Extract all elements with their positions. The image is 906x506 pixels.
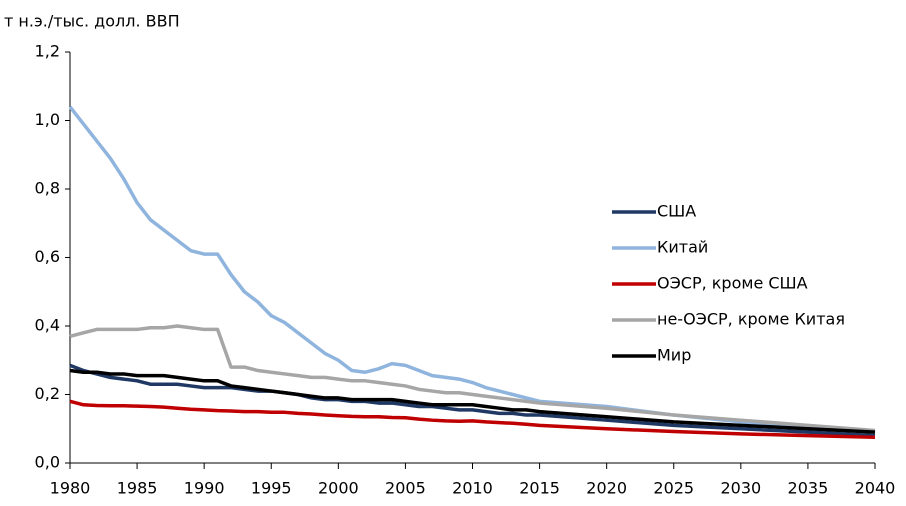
y-tick-label: 0,6	[35, 247, 60, 266]
y-tick-label: 0,4	[35, 316, 60, 335]
legend-label: ОЭСР, кроме США	[657, 274, 808, 293]
y-tick-label: 1,2	[35, 42, 60, 61]
y-tick-label: 0,8	[35, 179, 60, 198]
x-tick-label: 2025	[653, 479, 694, 498]
y-axis-label: т н.э./тыс. долл. ВВП	[4, 12, 180, 31]
x-tick-label: 2005	[385, 479, 426, 498]
x-tick-label: 2000	[318, 479, 359, 498]
x-tick-label: 1990	[184, 479, 225, 498]
legend-label: США	[657, 202, 696, 221]
x-tick-label: 1985	[117, 479, 158, 498]
legend-label: Мир	[657, 346, 691, 365]
y-tick-label: 1,0	[35, 110, 60, 129]
series-line	[69, 368, 876, 434]
legend-label: Китай	[657, 238, 708, 257]
series-line	[69, 399, 876, 440]
y-tick-label: 0,0	[35, 453, 60, 472]
x-tick-label: 2015	[519, 479, 560, 498]
x-tick-label: 2030	[720, 479, 761, 498]
x-tick-label: 2035	[788, 479, 829, 498]
legend-label: не-ОЭСР, кроме Китая	[657, 310, 845, 329]
x-tick-label: 2010	[452, 479, 493, 498]
x-tick-label: 2020	[586, 479, 627, 498]
series-line	[68, 105, 876, 434]
series-line	[69, 324, 876, 433]
x-tick-label: 1995	[251, 479, 292, 498]
x-tick-label: 2040	[855, 479, 896, 498]
y-tick-label: 0,2	[35, 384, 60, 403]
x-tick-label: 1980	[50, 479, 91, 498]
